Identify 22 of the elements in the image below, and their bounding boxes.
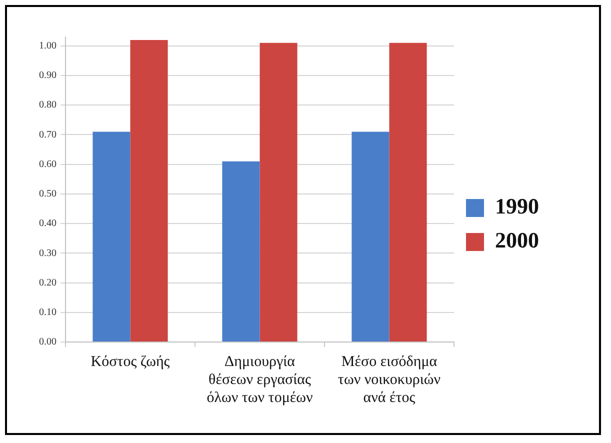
bar <box>130 40 168 342</box>
x-tick-label: Δημιουργία θέσεων εργασίας όλων των τομέων <box>206 354 314 406</box>
y-tick-label: 0.50 <box>39 188 56 200</box>
y-tick-label: 0.90 <box>39 70 56 82</box>
y-tick-label: 0.40 <box>39 218 56 230</box>
y-tick-label: 1.00 <box>39 40 56 52</box>
bar <box>260 42 298 342</box>
legend-label: 1990 <box>495 194 539 219</box>
bar <box>352 132 390 342</box>
bar <box>389 42 427 342</box>
x-tick-label: Κόστος ζωής <box>90 354 170 370</box>
y-tick-label: 0.60 <box>39 158 56 170</box>
y-tick-label: 0.70 <box>39 129 56 140</box>
bar <box>222 161 260 342</box>
y-tick-label: 0.30 <box>39 248 56 259</box>
y-tick-label: 0.00 <box>39 336 56 348</box>
y-tick-label: 0.80 <box>39 100 56 111</box>
legend-label: 2000 <box>495 228 539 253</box>
y-tick-label: 0.10 <box>39 307 56 318</box>
y-tick-label: 0.20 <box>39 277 56 288</box>
bar <box>92 132 130 342</box>
x-tick-label: Μέσο εισόδημα των νοικοκυριών ανά έτος <box>338 354 441 406</box>
